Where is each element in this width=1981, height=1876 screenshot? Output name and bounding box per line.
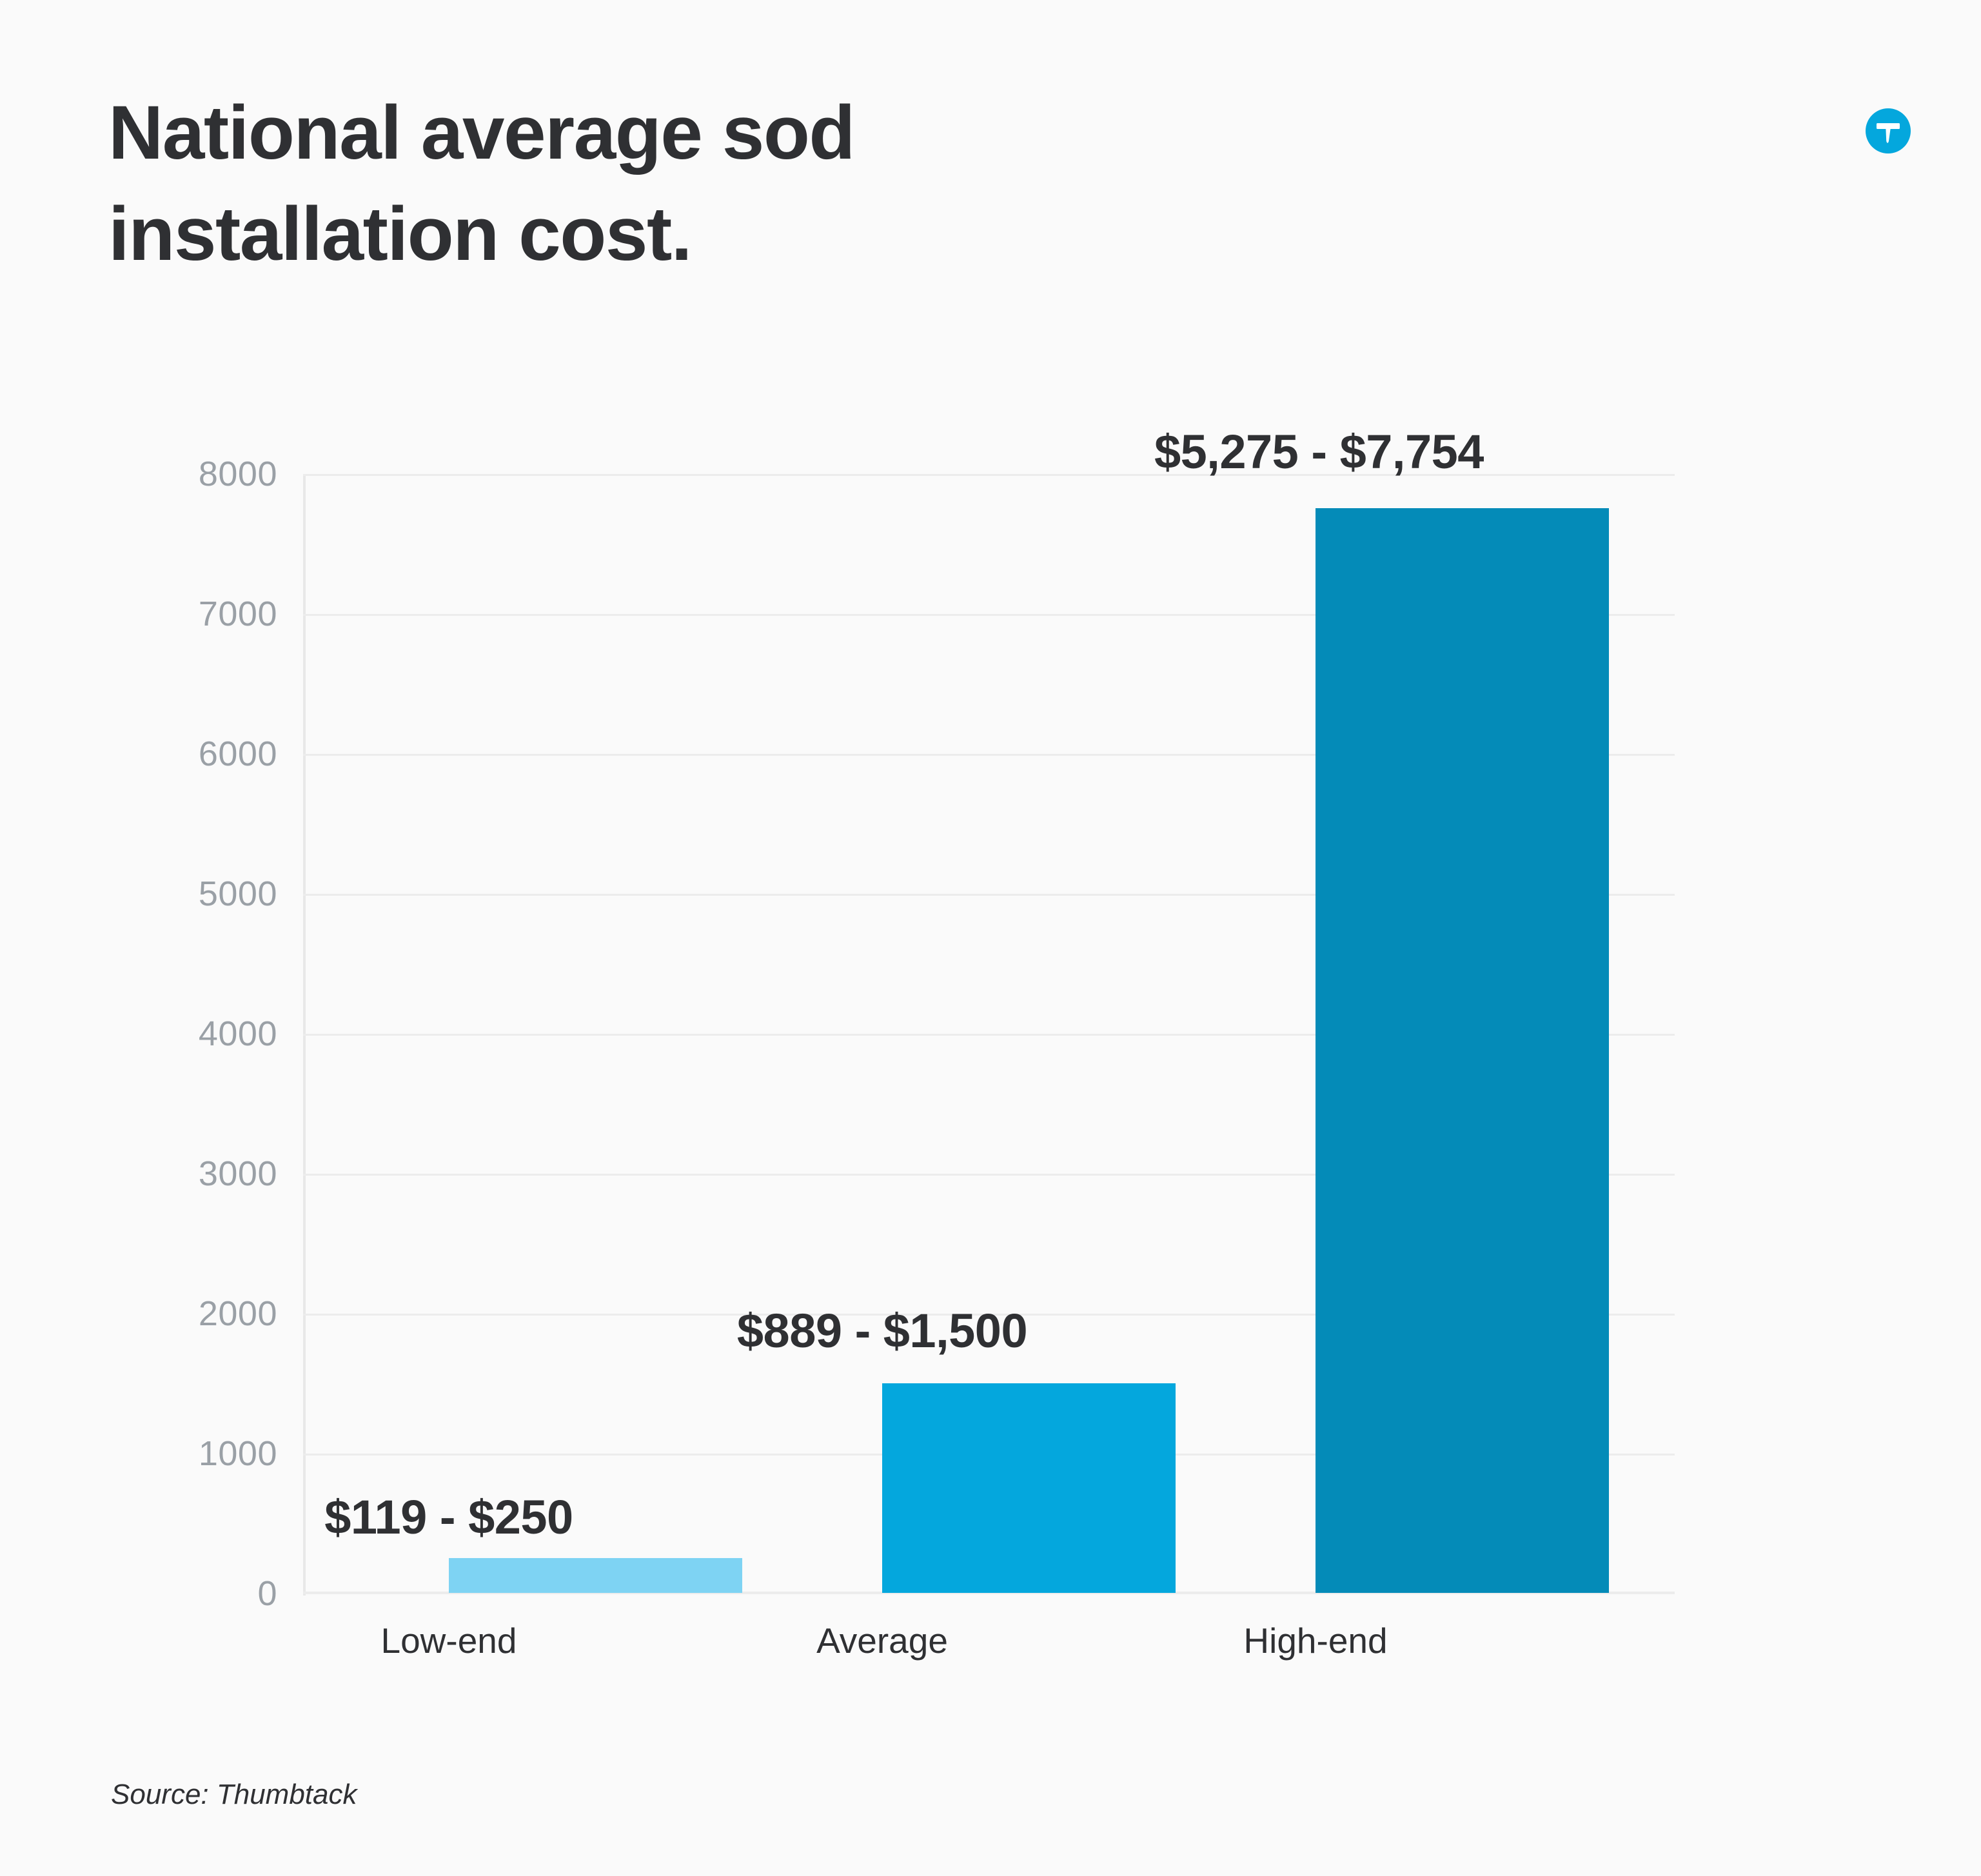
bar-average[interactable] bbox=[882, 1383, 1176, 1593]
y-tick-7000: 7000 bbox=[116, 595, 277, 654]
y-tick-label: 4000 bbox=[198, 1014, 277, 1053]
category-label-low-end: Low-end bbox=[380, 1621, 517, 1661]
thumbtack-logo-icon bbox=[1866, 108, 1911, 153]
source-attribution: Source: Thumbtack bbox=[111, 1779, 357, 1810]
y-tick-3000: 3000 bbox=[116, 1154, 277, 1214]
y-tick-label: 5000 bbox=[198, 874, 277, 913]
y-tick-label: 1000 bbox=[198, 1434, 277, 1473]
y-tick-label: 3000 bbox=[198, 1154, 277, 1193]
plot-area bbox=[303, 474, 1675, 1594]
y-tick-5000: 5000 bbox=[116, 874, 277, 934]
page-title: National average sod installation cost. bbox=[108, 90, 855, 277]
y-tick-2000: 2000 bbox=[116, 1294, 277, 1354]
gridline-2000 bbox=[303, 1314, 1675, 1316]
category-label-high-end: High-end bbox=[1243, 1621, 1388, 1661]
bar-value-high-end: $5,275 - $7,754 bbox=[1154, 425, 1484, 479]
y-tick-label: 2000 bbox=[198, 1294, 277, 1333]
gridline-4000 bbox=[303, 1034, 1675, 1036]
y-tick-4000: 4000 bbox=[116, 1014, 277, 1074]
y-tick-label: 8000 bbox=[198, 455, 277, 493]
y-tick-8000: 8000 bbox=[116, 455, 277, 514]
gridline-8000 bbox=[303, 474, 1675, 476]
gridline-5000 bbox=[303, 894, 1675, 896]
y-tick-label: 7000 bbox=[198, 595, 277, 633]
category-label-average: Average bbox=[816, 1621, 948, 1661]
bar-low-end[interactable] bbox=[449, 1558, 742, 1593]
gridline-7000 bbox=[303, 614, 1675, 616]
gridline-0 bbox=[303, 1592, 1675, 1594]
bar-value-low-end: $119 - $250 bbox=[324, 1490, 573, 1544]
y-tick-0: 0 bbox=[116, 1574, 277, 1634]
gridline-6000 bbox=[303, 754, 1675, 756]
y-tick-1000: 1000 bbox=[116, 1434, 277, 1494]
bar-value-average: $889 - $1,500 bbox=[736, 1304, 1028, 1358]
y-tick-label: 0 bbox=[257, 1574, 277, 1613]
y-tick-label: 6000 bbox=[198, 735, 277, 773]
bar-high-end[interactable] bbox=[1316, 508, 1609, 1593]
header: National average sod installation cost. bbox=[0, 0, 1981, 284]
gridline-3000 bbox=[303, 1174, 1675, 1176]
y-tick-6000: 6000 bbox=[116, 735, 277, 794]
